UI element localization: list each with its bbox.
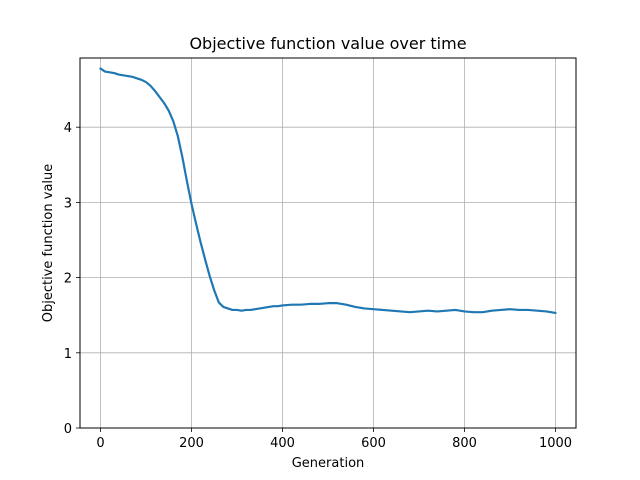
y-tick-label: 4 <box>64 121 72 136</box>
chart-title: Objective function value over time <box>189 34 466 53</box>
axis-ticks: 0 200 400 600 800 1000 0 1 2 3 4 <box>64 121 572 451</box>
y-axis-label: Objective function value <box>41 164 56 323</box>
plot-frame <box>79 57 577 429</box>
y-tick-label: 2 <box>64 272 72 287</box>
x-tick-label: 0 <box>96 436 104 451</box>
y-tick-label: 3 <box>64 196 72 211</box>
series-layer <box>99 67 557 315</box>
series-line-0 <box>99 67 557 315</box>
x-tick-label: 600 <box>361 436 386 451</box>
x-tick-label: 800 <box>452 436 477 451</box>
x-tick-label: 400 <box>270 436 295 451</box>
y-tick-label: 1 <box>64 347 72 362</box>
x-tick-label: 1000 <box>539 436 572 451</box>
y-tick-label: 0 <box>64 422 72 437</box>
x-axis-label: Generation <box>292 456 365 471</box>
x-tick-label: 200 <box>179 436 204 451</box>
